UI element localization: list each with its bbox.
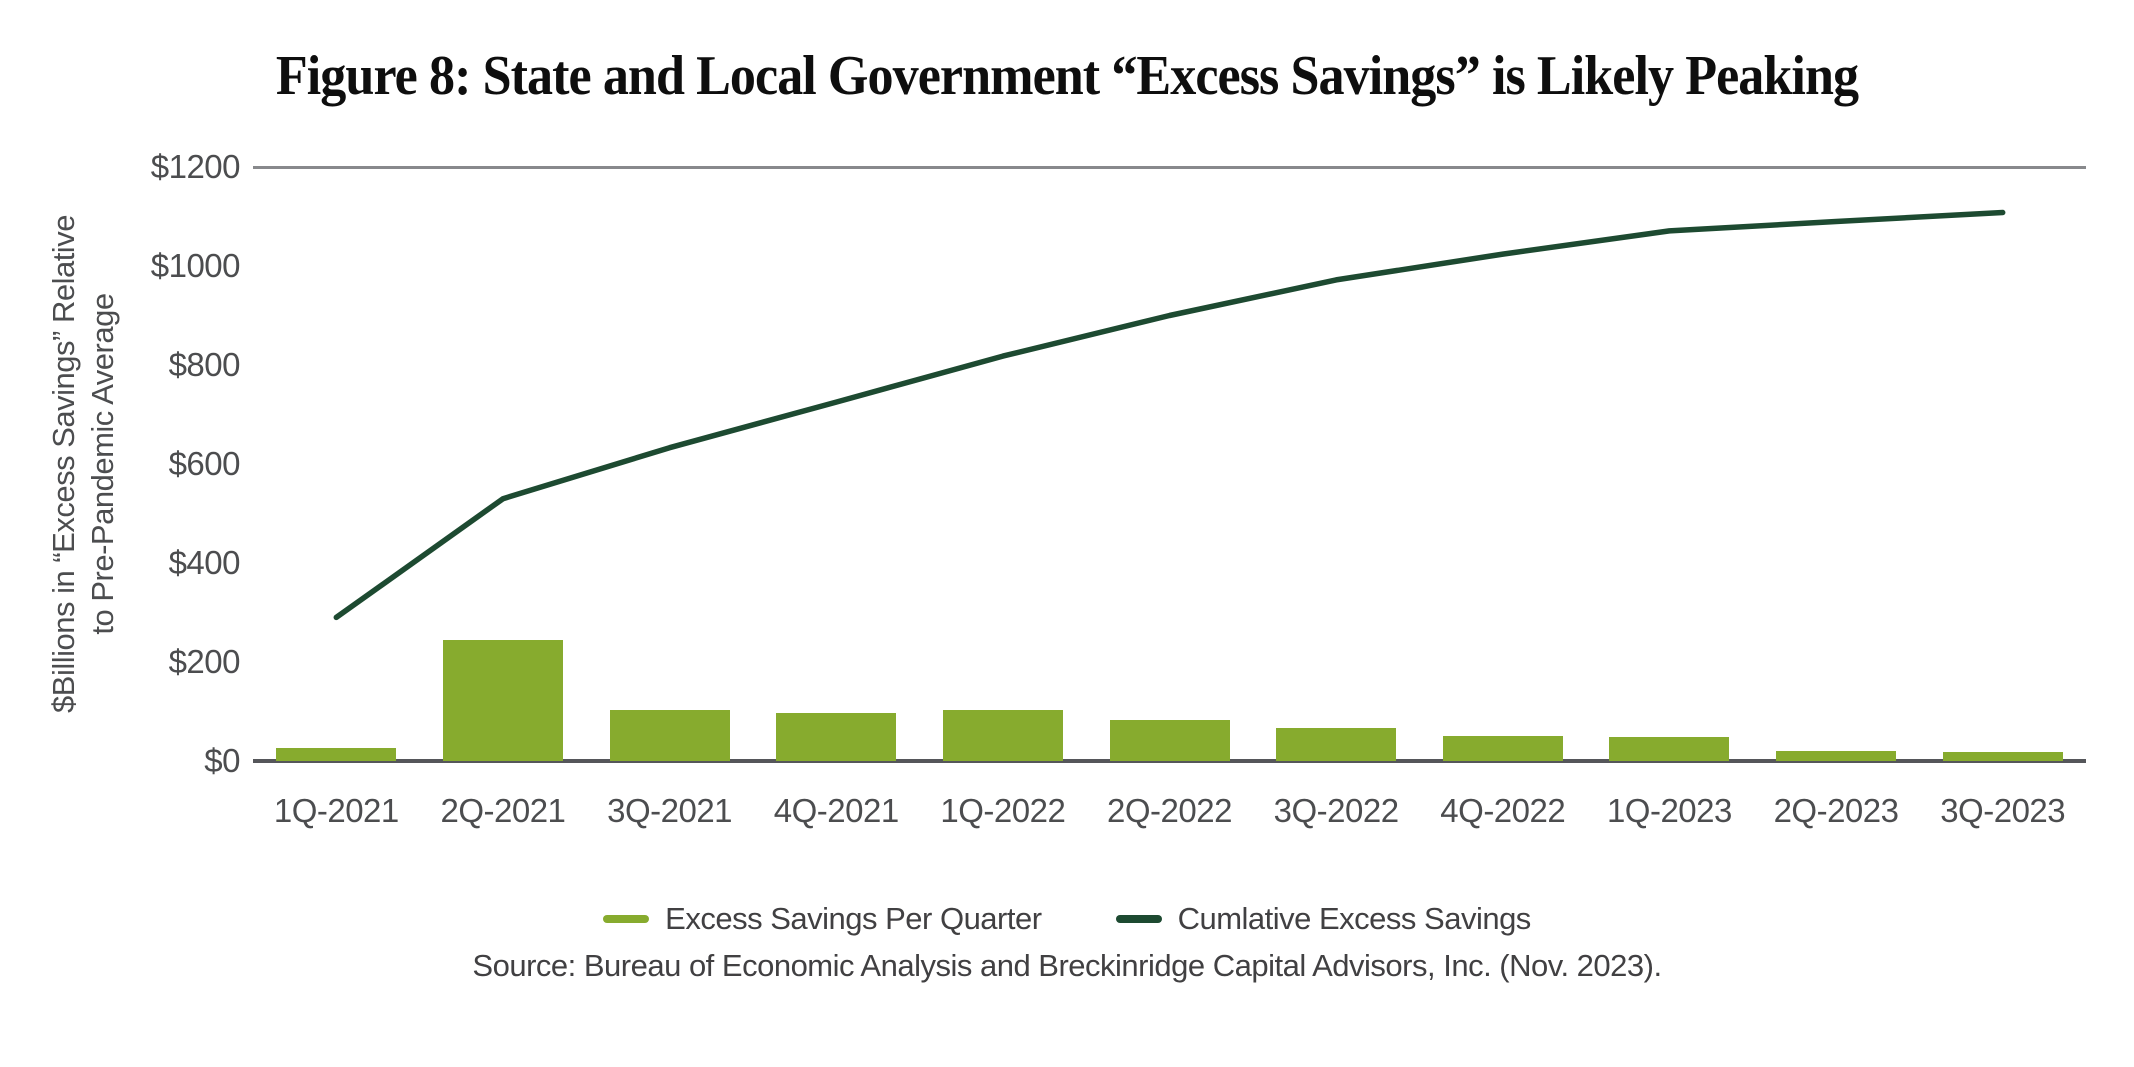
y-tick-label-1000: $1000 <box>150 247 241 284</box>
x-axis-line <box>253 759 2086 763</box>
bar-series-swatch-icon <box>603 915 650 923</box>
x-tick-label-3Q-2021: 3Q-2021 <box>607 792 733 829</box>
cumulative-line-path <box>333 209 2006 621</box>
legend-label-line: Cumlative Excess Savings <box>1177 901 1532 936</box>
x-tick-label-4Q-2021: 4Q-2021 <box>773 792 899 829</box>
y-tick-label-600: $600 <box>168 445 241 482</box>
x-tick-label-1Q-2021: 1Q-2021 <box>273 792 399 829</box>
y-tick-label-0: $0 <box>204 742 240 779</box>
plot-area <box>253 166 2086 763</box>
chart-title: Figure 8: State and Local Government “Ex… <box>275 45 1859 107</box>
x-tick-label-4Q-2022: 4Q-2022 <box>1440 792 1566 829</box>
x-tick-label-2Q-2021: 2Q-2021 <box>440 792 566 829</box>
x-tick-label-1Q-2022: 1Q-2022 <box>940 792 1066 829</box>
y-tick-label-800: $800 <box>168 346 241 383</box>
top-gridline <box>253 166 2086 169</box>
x-tick-label-3Q-2023: 3Q-2023 <box>1940 792 2066 829</box>
x-tick-label-3Q-2022: 3Q-2022 <box>1273 792 1399 829</box>
legend-item-bars: Excess Savings Per Quarter <box>603 901 1042 937</box>
cumulative-line-series <box>333 209 2006 621</box>
bar-4Q-2022 <box>1442 735 1563 761</box>
legend-item-line: Cumlative Excess Savings <box>1115 901 1532 937</box>
bar-3Q-2022 <box>1276 727 1397 761</box>
bar-1Q-2021 <box>276 747 397 761</box>
bar-3Q-2021 <box>609 709 730 761</box>
legend: Excess Savings Per Quarter Cumlative Exc… <box>0 901 2134 937</box>
source-note: Source: Bureau of Economic Analysis and … <box>472 948 1662 983</box>
y-tick-label-400: $400 <box>168 544 241 581</box>
y-tick-label-200: $200 <box>168 643 241 680</box>
bar-2Q-2022 <box>1109 719 1230 761</box>
bar-2Q-2023 <box>1776 750 1897 761</box>
bar-1Q-2022 <box>942 709 1063 761</box>
bar-4Q-2021 <box>776 713 897 761</box>
x-tick-label-1Q-2023: 1Q-2023 <box>1606 792 1732 829</box>
legend-label-bars: Excess Savings Per Quarter <box>665 901 1042 936</box>
x-tick-label-2Q-2023: 2Q-2023 <box>1773 792 1899 829</box>
line-series-swatch-icon <box>1115 915 1162 923</box>
bar-2Q-2021 <box>442 639 563 761</box>
bar-1Q-2023 <box>1609 737 1730 761</box>
bar-3Q-2023 <box>1942 751 2063 761</box>
x-tick-label-2Q-2022: 2Q-2022 <box>1107 792 1232 829</box>
y-tick-label-1200: $1200 <box>150 148 241 185</box>
